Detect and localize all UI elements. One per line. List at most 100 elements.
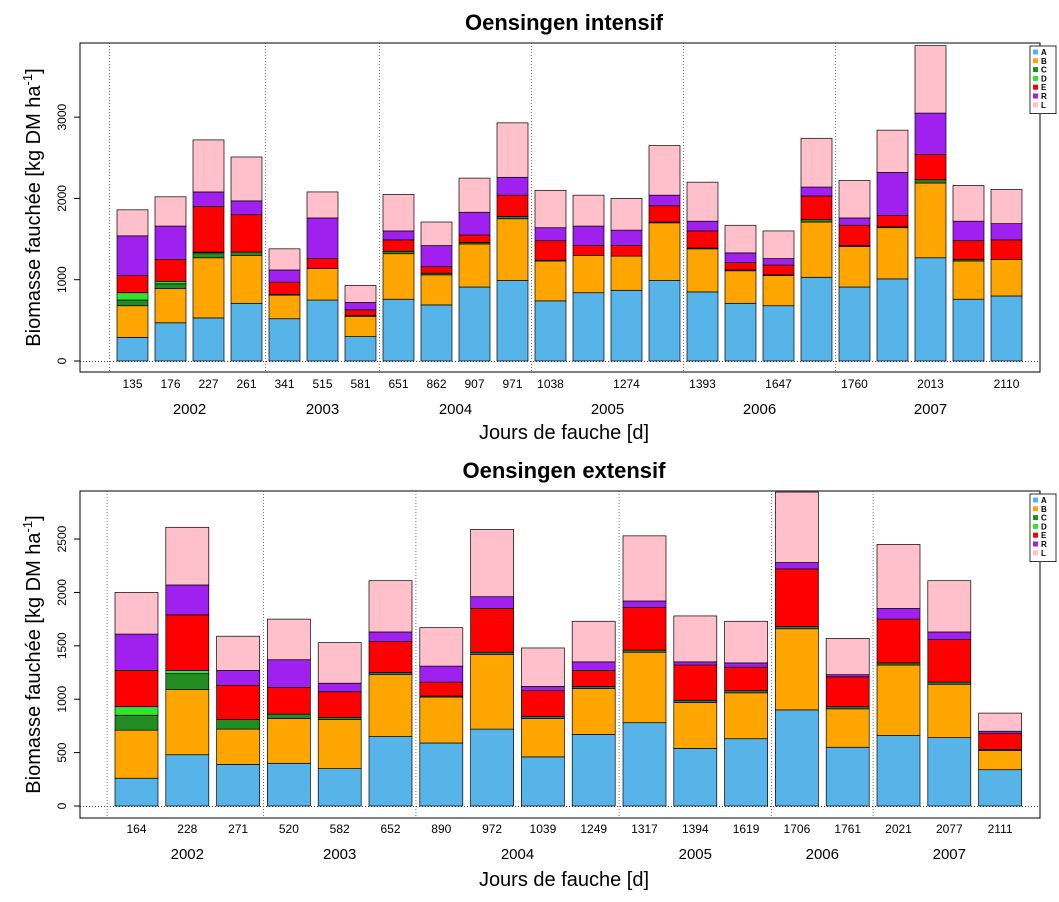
- bar-segment-L: [230, 156, 263, 202]
- bar-segment-B: [114, 729, 159, 779]
- y-tick-label: 1000: [55, 266, 69, 293]
- legend-label: A: [1041, 48, 1047, 57]
- bar-segment-L: [154, 196, 187, 227]
- bar-segment-A: [952, 298, 985, 362]
- y-axis: 0 500 1000 1500 2000 2500: [55, 525, 80, 809]
- year-label: 2002: [171, 846, 204, 863]
- bar-segment-E: [724, 666, 768, 692]
- chart-title: Oensingen intensif: [465, 10, 664, 35]
- bar-segment-L: [216, 635, 260, 671]
- bar-segment-E: [368, 641, 413, 673]
- bar-segment-B: [914, 182, 947, 259]
- bar-segment-E: [724, 262, 757, 271]
- bar-segment-R: [154, 225, 187, 260]
- bar-segment-A: [368, 736, 413, 807]
- year-label: 2005: [591, 401, 624, 418]
- bar-segment-B: [648, 222, 681, 281]
- bar-segment-R: [775, 562, 819, 570]
- bar-segment-A: [496, 280, 529, 362]
- bar-segment-A: [470, 728, 514, 807]
- year-label: 2005: [679, 846, 712, 863]
- bar-segment-A: [927, 737, 972, 807]
- bar-segment-E: [952, 240, 985, 260]
- legend-label: C: [1041, 66, 1047, 75]
- bar-segment-B: [534, 260, 567, 302]
- legend-label: L: [1041, 101, 1046, 110]
- bar-segment-R: [762, 258, 795, 266]
- x-tick-label: 651: [388, 377, 408, 391]
- bar-segment-R: [306, 217, 339, 259]
- bar-segment-B: [521, 718, 565, 758]
- x-tick-label: 228: [177, 822, 197, 836]
- x-tick-label: 271: [228, 822, 248, 836]
- bar-segment-E: [382, 239, 415, 252]
- year-label: 2003: [323, 846, 356, 863]
- bar-segment-A: [825, 746, 870, 807]
- bar-segment-B: [368, 674, 413, 737]
- x-tick-label: 1761: [834, 822, 861, 836]
- bar-segment-E: [165, 614, 210, 671]
- bar-segment-E: [154, 259, 187, 282]
- bar-segment-A: [521, 756, 565, 807]
- x-tick-label: 2013: [917, 377, 944, 391]
- y-axis-label: Biomasse fauchée [kg DM ha-1]: [20, 515, 45, 793]
- bar-segment-D: [114, 706, 159, 716]
- bar-segment-E: [838, 224, 871, 246]
- legend-swatch-C: [1033, 67, 1038, 73]
- x-tick-label: 582: [330, 822, 350, 836]
- bar-segment-A: [154, 322, 187, 362]
- bar-segment-B: [216, 728, 260, 765]
- year-label: 2006: [806, 846, 839, 863]
- plot-panel-2: 0 500 1000 1500 2000 2500 164 228 271 520 582 652 89…: [20, 458, 1057, 891]
- y-tick-label: 3000: [55, 103, 69, 130]
- bar-segment-A: [762, 305, 795, 362]
- bar-segment-R: [534, 227, 567, 242]
- bar-segment-L: [165, 526, 210, 586]
- bar-segment-E: [572, 245, 605, 256]
- bar-segment-E: [216, 684, 260, 720]
- bar-segment-L: [116, 209, 149, 237]
- bar-segment-R: [952, 220, 985, 242]
- bar-segment-L: [419, 627, 464, 667]
- bar-segment-A: [978, 769, 1022, 807]
- bar-segment-E: [306, 258, 339, 269]
- bar-segment-R: [458, 211, 491, 236]
- x-tick-label: 1706: [784, 822, 811, 836]
- plot-panel-1: 0 1000 2000 3000 135 176 227 261 341 515 581 651 862…: [20, 10, 1057, 444]
- bar-segment-A: [876, 278, 909, 362]
- bar-segment-E: [344, 309, 377, 316]
- bar-segment-A: [724, 302, 757, 362]
- bar-segment-R: [724, 252, 757, 263]
- bar-segment-E: [470, 608, 514, 653]
- bars: [114, 491, 1022, 807]
- bar-segment-R: [622, 600, 667, 608]
- year-label: 2003: [306, 401, 339, 418]
- bar-segment-L: [521, 647, 565, 687]
- bar-segment-E: [419, 681, 464, 697]
- legend-swatch-D: [1033, 523, 1038, 529]
- bar-segment-L: [800, 137, 833, 188]
- bar-segment-R: [419, 665, 464, 683]
- bar-segment-L: [344, 285, 377, 303]
- bar-segment-B: [673, 702, 718, 749]
- bar-segment-R: [344, 302, 377, 311]
- bar-segment-E: [571, 670, 616, 687]
- bar-segment-A: [192, 317, 225, 362]
- bar-segment-B: [165, 689, 210, 756]
- x-tick-label: 972: [482, 822, 502, 836]
- bar-segment-L: [648, 145, 681, 196]
- bar-segment-L: [838, 180, 871, 219]
- legend-swatch-B: [1033, 58, 1038, 64]
- x-tick-label: 341: [274, 377, 294, 391]
- bar-segment-A: [610, 289, 643, 362]
- x-tick-label: 164: [126, 822, 146, 836]
- x-tick-label: 2110: [994, 377, 1020, 391]
- bar-segment-A: [114, 777, 159, 807]
- bar-segment-R: [927, 631, 972, 640]
- bar-segment-A: [317, 768, 362, 807]
- bar-segment-L: [825, 638, 870, 676]
- legend-label: E: [1041, 531, 1047, 540]
- legend-label: D: [1041, 522, 1047, 531]
- bar-segment-B: [317, 719, 362, 769]
- bar-segment-D: [154, 280, 187, 285]
